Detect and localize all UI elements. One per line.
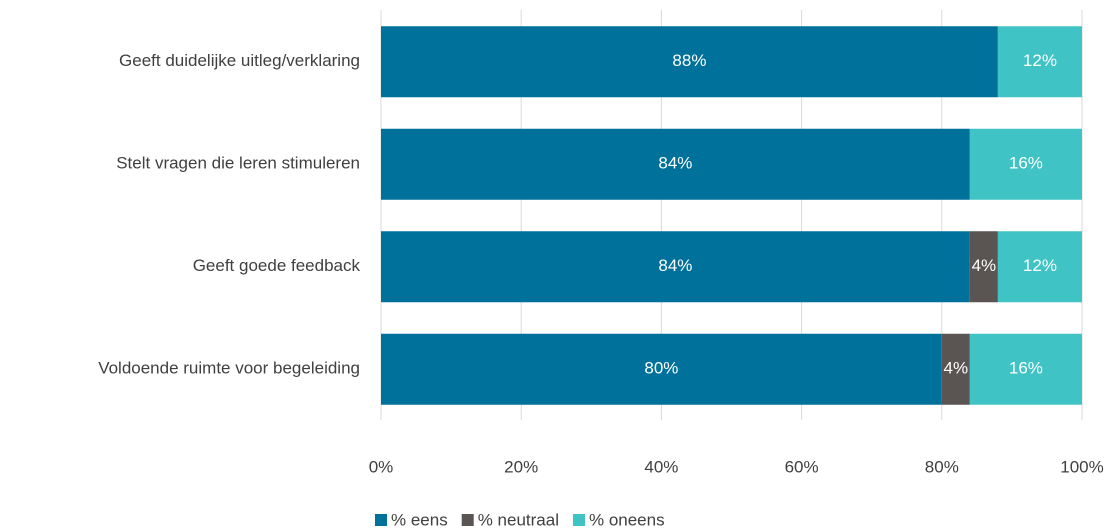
x-tick-label: 20% [504,457,538,476]
x-tick-label: 40% [644,457,678,476]
data-label: 16% [1009,154,1043,173]
legend-label: % neutraal [478,510,559,529]
y-tick-label: Voldoende ruimte voor begeleiding [98,359,360,378]
x-tick-label: 100% [1060,457,1103,476]
bar-segment [969,128,1082,200]
legend-swatch [572,514,585,526]
y-tick-label: Geeft goede feedback [193,256,361,275]
bar-segment [969,231,998,303]
data-label: 84% [658,256,692,275]
data-label: 88% [672,51,706,70]
bar-segment [381,333,942,405]
x-tick-label: 80% [925,457,959,476]
data-label: 12% [1023,51,1057,70]
data-label: 16% [1009,359,1043,378]
legend-label: % oneens [589,510,665,529]
bar-segment [381,231,970,303]
data-label: 4% [972,256,997,275]
bar-segment [941,333,970,405]
data-label: 4% [944,359,969,378]
data-label: 80% [644,359,678,378]
bar-segment [381,128,970,200]
legend-swatch [375,514,387,526]
bar-segment [969,333,1082,405]
x-tick-label: 60% [785,457,819,476]
legend-label: % eens [391,510,448,529]
bar-segment [381,26,998,98]
y-tick-label: Stelt vragen die leren stimuleren [116,154,360,173]
bar-segment [997,26,1082,98]
y-tick-label: Geeft duidelijke uitleg/verklaring [119,51,360,70]
legend-swatch [461,514,474,526]
data-label: 12% [1023,256,1057,275]
data-label: 84% [658,154,692,173]
bar-segment [997,231,1082,303]
x-tick-label: 0% [369,457,394,476]
